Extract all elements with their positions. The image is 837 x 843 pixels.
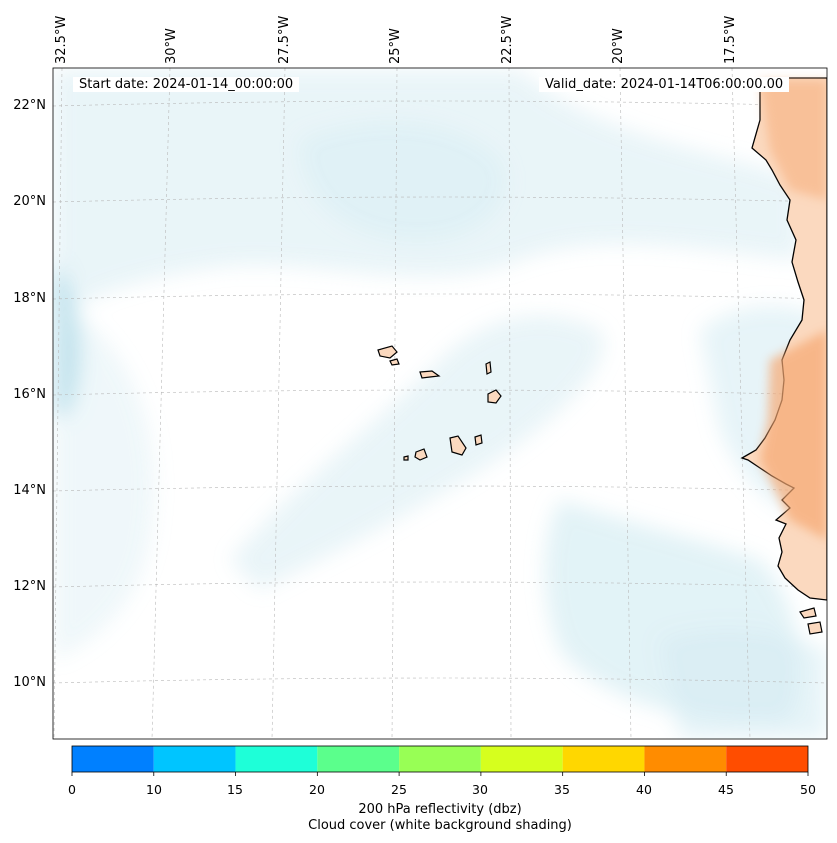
lat-label: 10°N	[13, 675, 46, 690]
lat-label: 12°N	[13, 579, 46, 594]
lon-label: 30°W	[164, 28, 179, 64]
colorbar-tick: 25	[391, 782, 407, 797]
colorbar-frame	[71, 745, 809, 773]
lat-label: 18°N	[13, 291, 46, 306]
colorbar-swatch	[644, 746, 727, 772]
colorbar-tick: 35	[554, 782, 570, 797]
colorbar-swatch	[317, 746, 400, 772]
colorbar-swatch	[726, 746, 808, 772]
island-maio	[474, 434, 483, 446]
lon-label: 27.5°W	[277, 15, 292, 64]
island-sao-nicolau	[419, 370, 441, 379]
colorbar-tick: 40	[636, 782, 652, 797]
lon-label: 20°W	[611, 28, 626, 64]
africa-warm-zone	[760, 330, 827, 540]
island-fogo	[414, 448, 428, 461]
colorbar-swatch	[72, 746, 154, 772]
colorbar-tick: 50	[800, 782, 816, 797]
lon-label: 17.5°W	[723, 15, 738, 64]
lat-label: 20°N	[13, 194, 46, 209]
island-santiago	[449, 435, 467, 456]
island-sal	[485, 361, 492, 375]
colorbar-swatch	[153, 746, 236, 772]
lat-label: 14°N	[13, 483, 46, 498]
island-sao-vicente	[389, 358, 400, 366]
colorbar-tick: 30	[472, 782, 488, 797]
bijagos-islands	[799, 607, 823, 635]
island-boa-vista	[487, 389, 502, 404]
colorbar-title: 200 hPa reflectivity (dbz)	[358, 802, 522, 817]
lon-label: 32.5°W	[54, 15, 69, 64]
lon-label: 22.5°W	[500, 15, 515, 64]
gridlines	[53, 68, 827, 739]
cape-verde-islands	[377, 345, 502, 461]
africa-coast	[740, 77, 827, 635]
lon-label: 25°W	[388, 28, 403, 64]
colorbar-tick: 20	[309, 782, 325, 797]
map-frame	[52, 67, 828, 740]
island-santo-antao	[377, 345, 398, 359]
lat-label: 16°N	[13, 387, 46, 402]
start-date-label: Start date: 2024-01-14_00:00:00	[73, 77, 300, 92]
colorbar-swatch	[399, 746, 481, 772]
lat-label: 22°N	[13, 98, 46, 113]
colorbar-swatch	[480, 746, 563, 772]
africa-north-warm	[760, 80, 827, 200]
colorbar-swatch	[235, 746, 318, 772]
colorbar-tick: 15	[227, 782, 243, 797]
map-area	[53, 68, 827, 739]
colorbar-swatch	[562, 746, 645, 772]
colorbar-tick: 10	[146, 782, 162, 797]
valid-date-label: Valid_date: 2024-01-14T06:00:00.00	[539, 77, 790, 92]
colorbar-tick: 45	[718, 782, 734, 797]
colorbar-subtitle: Cloud cover (white background shading)	[308, 818, 572, 833]
colorbar	[71, 745, 809, 776]
island-brava	[403, 455, 409, 461]
colorbar-tick: 0	[68, 782, 76, 797]
